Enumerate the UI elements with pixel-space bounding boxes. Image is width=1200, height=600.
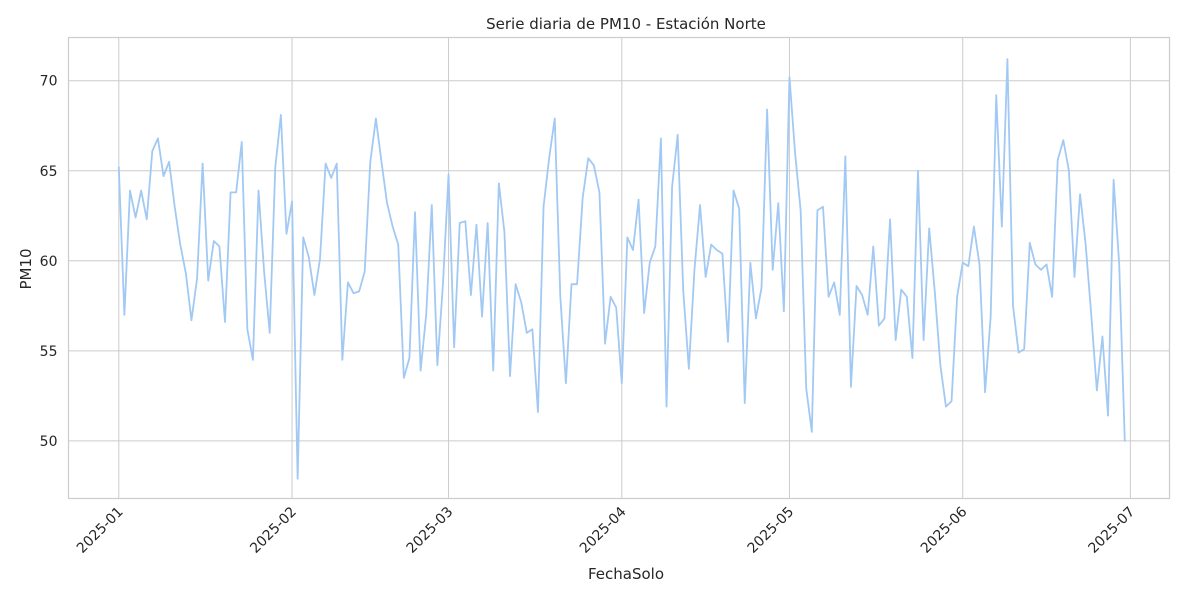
y-tick-label: 55 bbox=[40, 344, 58, 360]
y-tick-label: 65 bbox=[40, 164, 58, 180]
pm10-series-line bbox=[117, 58, 1126, 480]
y-tick-label: 60 bbox=[40, 254, 58, 270]
y-axis-label: PM10 bbox=[17, 248, 35, 289]
x-axis-label: FechaSolo bbox=[588, 565, 664, 583]
y-tick-labels: 50 55 60 65 70 bbox=[40, 74, 58, 450]
plot-frame bbox=[67, 36, 1171, 500]
y-tick-label: 50 bbox=[40, 434, 58, 450]
y-tick-label: 70 bbox=[40, 74, 58, 90]
chart-title: Serie diaria de PM10 - Estación Norte bbox=[486, 15, 766, 33]
